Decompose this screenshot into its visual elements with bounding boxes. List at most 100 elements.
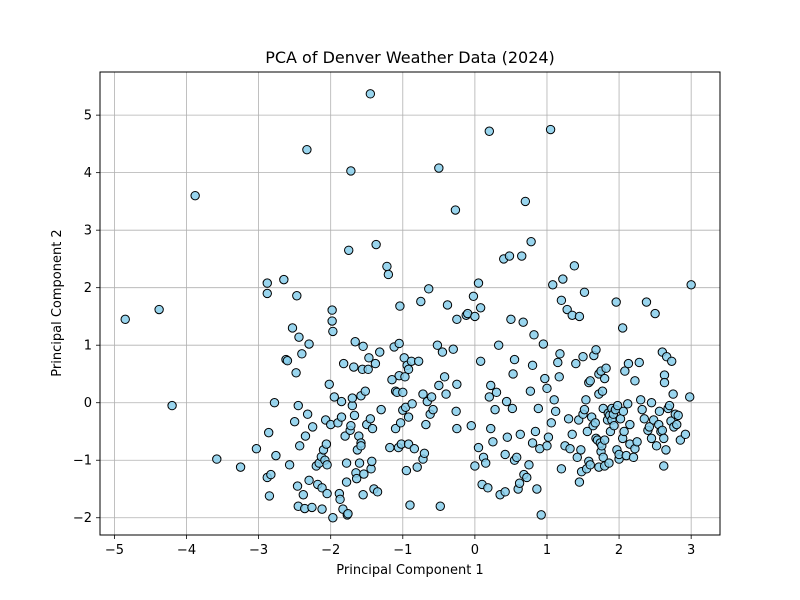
data-point — [167, 400, 177, 411]
data-point — [365, 414, 376, 424]
data-point — [358, 490, 368, 500]
x-tick-label: −4 — [177, 543, 196, 558]
data-point — [376, 404, 386, 415]
data-point — [322, 488, 332, 499]
data-point — [450, 205, 461, 215]
data-point — [470, 461, 480, 471]
data-point — [356, 441, 366, 451]
data-point — [302, 409, 313, 419]
data-point — [435, 501, 445, 511]
data-point — [292, 481, 303, 491]
data-point — [601, 363, 611, 373]
data-point — [295, 441, 305, 451]
data-point — [395, 301, 405, 311]
data-point — [401, 465, 412, 476]
x-tick-label: −1 — [393, 543, 412, 558]
data-point — [520, 196, 531, 207]
data-point — [508, 369, 518, 379]
data-point — [419, 448, 430, 459]
data-point — [574, 477, 585, 487]
data-point — [651, 441, 662, 451]
data-point — [538, 339, 549, 349]
data-point — [501, 396, 512, 407]
data-point — [475, 356, 486, 366]
data-point — [359, 469, 369, 479]
data-point — [563, 414, 574, 424]
data-point — [351, 473, 362, 484]
data-point — [289, 416, 300, 427]
data-point — [365, 89, 376, 99]
data-point — [328, 513, 338, 523]
data-point — [636, 395, 646, 405]
y-tick-label: −1 — [73, 454, 92, 469]
data-point — [271, 450, 281, 461]
data-point — [632, 437, 642, 447]
data-point — [442, 300, 453, 310]
data-point — [623, 358, 634, 369]
data-point — [212, 454, 222, 464]
data-point — [335, 494, 345, 505]
y-axis-label: Principal Component 2 — [50, 229, 65, 376]
data-point — [349, 362, 359, 372]
data-point — [302, 144, 312, 155]
data-point — [556, 295, 567, 306]
data-point — [292, 291, 302, 301]
data-point — [284, 460, 295, 470]
data-point — [620, 366, 630, 376]
data-point — [628, 452, 639, 463]
data-point — [491, 387, 502, 398]
data-point — [540, 373, 550, 384]
data-point — [383, 269, 394, 280]
data-point — [657, 425, 668, 436]
data-point — [599, 373, 610, 384]
data-point — [251, 444, 262, 454]
data-point — [500, 487, 510, 497]
data-point — [522, 472, 532, 483]
data-point — [526, 236, 536, 247]
data-point — [398, 387, 408, 398]
data-point — [546, 418, 556, 428]
data-point — [350, 337, 360, 347]
data-point — [344, 245, 354, 256]
data-point — [304, 339, 314, 349]
data-point — [542, 441, 552, 451]
data-point — [266, 469, 276, 480]
data-point — [581, 395, 591, 405]
data-point — [424, 284, 434, 294]
data-point — [661, 445, 671, 455]
data-point — [585, 376, 595, 386]
y-tick-label: 0 — [84, 396, 92, 411]
data-point — [387, 375, 397, 385]
data-point — [571, 358, 581, 369]
data-point — [475, 303, 486, 313]
data-point — [506, 314, 516, 325]
data-point — [597, 386, 608, 396]
y-tick-label: 5 — [84, 109, 92, 124]
data-point — [327, 316, 337, 326]
data-point — [407, 399, 417, 409]
data-point — [585, 460, 595, 470]
data-point — [287, 323, 298, 333]
data-point — [514, 478, 525, 488]
data-point — [659, 433, 669, 444]
data-point — [441, 389, 451, 399]
data-point — [668, 389, 678, 399]
data-point — [667, 356, 677, 366]
data-point — [322, 460, 332, 470]
x-tick-label: 1 — [543, 543, 551, 558]
data-point — [512, 452, 522, 463]
data-point — [382, 261, 392, 272]
data-point — [367, 456, 377, 467]
data-point — [358, 341, 368, 352]
data-point — [650, 308, 660, 319]
data-point — [370, 358, 381, 369]
data-point — [550, 406, 561, 417]
data-point — [434, 163, 444, 173]
y-tick-label: 2 — [84, 281, 92, 296]
data-point — [395, 418, 406, 428]
data-point — [269, 398, 280, 408]
data-point — [468, 291, 479, 302]
data-point — [527, 438, 538, 448]
